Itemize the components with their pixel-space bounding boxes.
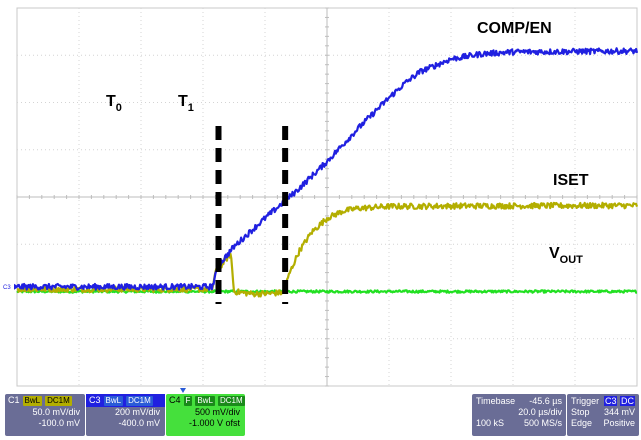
timebase-delay: -45.6 µs	[529, 396, 562, 406]
channel-4-scale: 500 mV/div	[194, 407, 240, 417]
trigger-coupling: DC	[620, 396, 635, 406]
channel-4-label: C4	[169, 395, 181, 405]
trigger-mode: Stop	[571, 407, 590, 417]
channel-1-bwl-tag: BwL	[22, 395, 43, 406]
timebase-rate: 500 MS/s	[523, 418, 562, 428]
channel-3-label: C3	[89, 395, 101, 405]
trigger-level: 344 mV	[603, 407, 635, 417]
label-t1: T1	[178, 93, 194, 114]
annotation-labels: COMP/EN ISET VOUT T0 T1	[106, 20, 589, 266]
channel-1-descriptor[interactable]: C1 BwL DC1M 50.0 mV/div -100.0 mV	[5, 394, 85, 436]
channel-3-scale: 200 mV/div	[114, 407, 160, 417]
time-markers	[215, 126, 289, 304]
timebase-scale: 20.0 µs/div	[518, 407, 562, 417]
channel-1-coupling-tag: DC1M	[45, 395, 72, 406]
trigger-slope: Positive	[603, 418, 635, 428]
trigger-label: Trigger	[571, 396, 600, 406]
trace-comp-en	[16, 47, 639, 291]
timebase-samples: 100 kS	[476, 418, 505, 428]
channel-1-scale: 50.0 mV/div	[32, 407, 80, 417]
trigger-position-marker	[180, 388, 186, 393]
label-t0: T0	[106, 93, 122, 114]
channel-1-label: C1	[8, 395, 20, 405]
c3-ground-label: C3	[3, 285, 11, 291]
waveform-traces	[16, 47, 639, 298]
c3-ground-arrow	[14, 283, 19, 290]
channel-4-coupling-tag: DC1M	[217, 395, 245, 406]
channel-3-offset: -400.0 mV	[118, 418, 160, 428]
timebase-descriptor[interactable]: Timebase -45.6 µs 20.0 µs/div 100 kS 500…	[472, 394, 566, 436]
trigger-descriptor[interactable]: Trigger C3 DC Stop 344 mV Edge Positive	[567, 394, 639, 436]
channel-4-descriptor[interactable]: C4 F BwL DC1M 500 mV/div -1.000 V ofst	[166, 394, 245, 436]
channel-3-descriptor[interactable]: C3 BwL DC1M 200 mV/div -400.0 mV	[86, 394, 165, 436]
trigger-channel: C3	[603, 396, 618, 406]
channel-3-bwl-tag: BwL	[103, 395, 124, 406]
trace-iset	[16, 201, 639, 298]
label-comp-en: COMP/EN	[477, 20, 552, 37]
label-vout: VOUT	[549, 245, 583, 266]
trigger-type: Edge	[571, 418, 593, 428]
channel-ground-marker: C3	[3, 283, 19, 291]
channel-4-bwl-tag: BwL	[195, 395, 215, 406]
channel-4-filter-tag: F	[183, 395, 193, 406]
status-bar: C1 BwL DC1M 50.0 mV/div -100.0 mV C3 BwL…	[0, 394, 641, 440]
channel-1-offset: -100.0 mV	[38, 418, 80, 428]
label-iset: ISET	[553, 172, 589, 189]
graticule	[16, 7, 638, 387]
timebase-label: Timebase	[476, 396, 516, 406]
channel-4-offset: -1.000 V ofst	[188, 418, 240, 428]
channel-3-coupling-tag: DC1M	[126, 395, 153, 406]
